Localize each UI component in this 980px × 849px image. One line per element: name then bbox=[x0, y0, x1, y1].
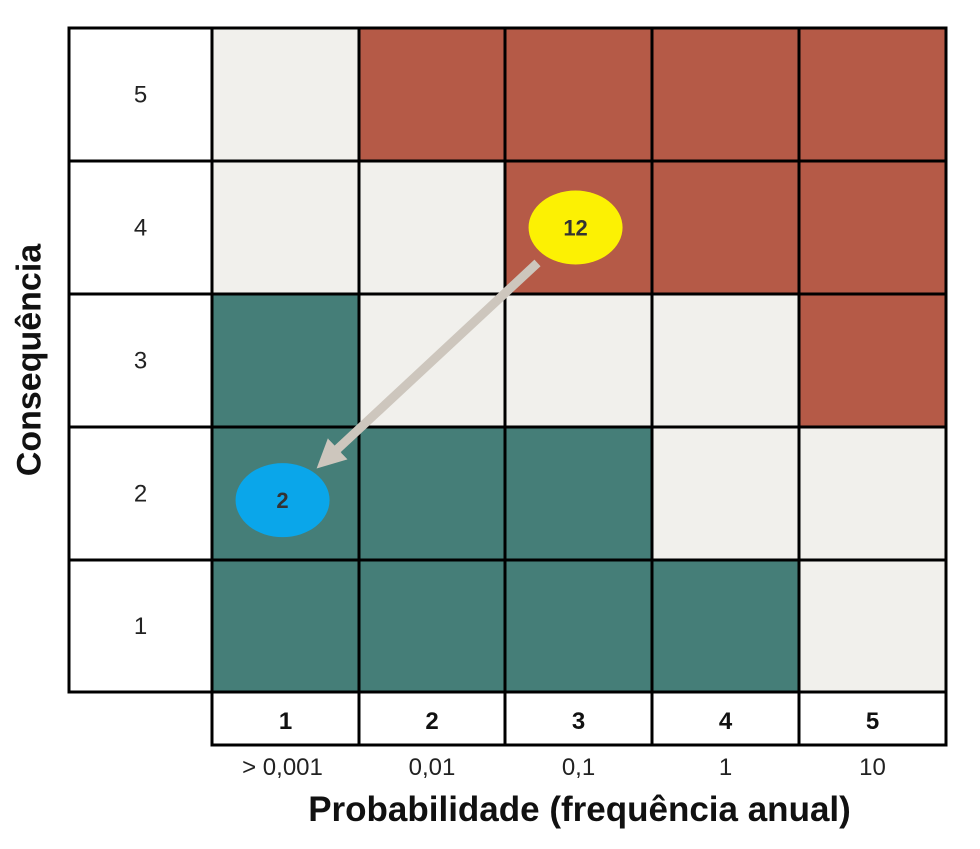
consequence-label-cell bbox=[67, 26, 214, 163]
risk-cell bbox=[797, 159, 948, 296]
consequence-label-cell bbox=[67, 558, 214, 694]
risk-cell bbox=[797, 292, 948, 429]
risk-cell bbox=[650, 425, 801, 562]
risk-cell bbox=[357, 159, 507, 296]
risk-marker bbox=[528, 190, 623, 265]
frequency-label: > 0,001 bbox=[242, 754, 323, 781]
consequence-label-cell bbox=[67, 425, 214, 562]
consequence-label-cell bbox=[67, 292, 214, 429]
x-tick-label: 3 bbox=[572, 708, 585, 735]
y-tick-label: 1 bbox=[134, 613, 147, 640]
risk-marker-label: 12 bbox=[563, 216, 587, 241]
x-tick-label: 2 bbox=[425, 708, 438, 735]
risk-cell bbox=[210, 26, 361, 163]
reduction-arrow bbox=[316, 259, 541, 469]
risk-cell bbox=[797, 425, 948, 562]
frequency-label: 0,1 bbox=[562, 754, 595, 781]
risk-cell bbox=[650, 558, 801, 694]
risk-cell bbox=[650, 26, 801, 163]
y-axis-title: Consequência bbox=[10, 243, 49, 477]
y-tick-label: 2 bbox=[134, 481, 147, 508]
x-tick-label: 4 bbox=[719, 708, 733, 735]
x-tick-label: 5 bbox=[866, 708, 879, 735]
probability-label-cell bbox=[357, 690, 507, 747]
risk-cell bbox=[357, 558, 507, 694]
risk-cell bbox=[503, 292, 654, 429]
risk-cell bbox=[357, 425, 507, 562]
risk-cell bbox=[503, 26, 654, 163]
y-tick-label: 5 bbox=[134, 82, 147, 109]
y-tick-label: 3 bbox=[134, 348, 147, 375]
risk-cell bbox=[650, 292, 801, 429]
risk-cell bbox=[210, 159, 361, 296]
risk-cell bbox=[797, 26, 948, 163]
risk-marker-label: 2 bbox=[276, 488, 288, 513]
risk-cell bbox=[650, 159, 801, 296]
frequency-label: 10 bbox=[859, 754, 886, 781]
y-tick-label: 4 bbox=[134, 215, 147, 242]
risk-marker bbox=[235, 463, 330, 538]
risk-cell bbox=[797, 558, 948, 694]
probability-label-cell bbox=[210, 690, 361, 747]
consequence-label-cell bbox=[67, 159, 214, 296]
risk-cell bbox=[357, 26, 507, 163]
risk-cell bbox=[210, 558, 361, 694]
probability-label-cell bbox=[650, 690, 801, 747]
risk-cell bbox=[210, 292, 361, 429]
x-tick-label: 1 bbox=[279, 708, 292, 735]
risk-cell bbox=[503, 425, 654, 562]
frequency-label: 0,01 bbox=[409, 754, 456, 781]
risk-cell bbox=[503, 558, 654, 694]
probability-label-cell bbox=[797, 690, 948, 747]
frequency-label: 1 bbox=[719, 754, 732, 781]
x-axis-title: Probabilidade (frequência anual) bbox=[308, 790, 851, 829]
